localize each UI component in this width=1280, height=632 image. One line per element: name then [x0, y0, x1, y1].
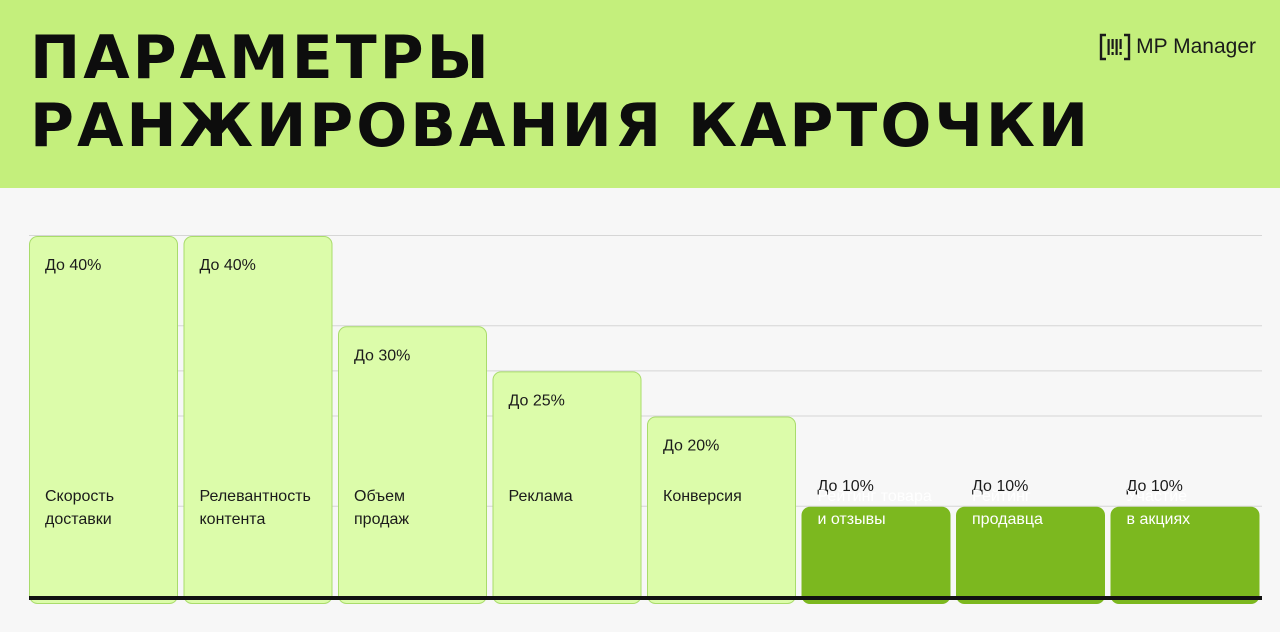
bar-value-label-3: До 25%	[509, 392, 565, 409]
page-title-line-1: ПАРАМЕТРЫ	[30, 23, 492, 93]
brand-logo[interactable]: MP Manager	[1098, 32, 1256, 62]
bar-2	[338, 326, 487, 604]
bar-0	[29, 236, 178, 604]
bar-category-label-5-0: Рейтинг товара	[818, 488, 932, 505]
ranking-bar-chart: До 40% Скорость доставки До 40% Релевантност…	[29, 235, 1262, 604]
brand-name: MP Manager	[1136, 35, 1256, 58]
bar-category-label-1-0: Релевантность	[200, 488, 311, 505]
bar-value-label-4: До 20%	[663, 438, 719, 455]
bar-category-label-1-1: контента	[200, 511, 266, 528]
bar-value-label-2: До 30%	[354, 347, 410, 364]
bar-6	[956, 506, 1105, 604]
bar-value-label-0: До 40%	[45, 257, 101, 274]
bar-category-label-6-1: продавца	[972, 511, 1043, 528]
bar-category-label-6-0: Рейтинг	[972, 488, 1031, 505]
page-title-line-2: РАНЖИРОВАНИЯ КАРТОЧКИ	[30, 91, 1092, 161]
bar-value-label-1: До 40%	[200, 257, 256, 274]
bar-5	[801, 506, 951, 604]
bar-category-label-7-1: в акциях	[1127, 511, 1191, 528]
bar-value-label-6: До 10%	[972, 478, 1028, 495]
bar-4	[647, 416, 796, 604]
bar-category-label-0-0: Скорость	[45, 488, 114, 505]
bar-category-label-4-0: Конверсия	[663, 488, 742, 505]
bar-7	[1110, 506, 1260, 604]
bar-1	[183, 236, 333, 604]
bar-category-label-2-0: Объем	[354, 488, 405, 505]
header-banner: ПАРАМЕТРЫ РАНЖИРОВАНИЯ КАРТОЧКИ MP Manag…	[0, 0, 1280, 188]
bar-category-label-2-1: продаж	[354, 511, 409, 528]
bar-category-label-3-0: Реклама	[509, 488, 573, 505]
bar-category-label-5-1: и отзывы	[818, 511, 886, 528]
chart-panel: До 40% Скорость доставки До 40% Релевантност…	[0, 188, 1280, 632]
bar-3	[492, 371, 642, 604]
barcode-bracket-icon	[1099, 33, 1131, 61]
bar-category-label-7-0: Участие	[1127, 488, 1188, 505]
bar-category-label-0-1: доставки	[45, 511, 112, 528]
bar-value-label-5: До 10%	[818, 478, 874, 495]
bar-value-label-7: До 10%	[1127, 478, 1183, 495]
